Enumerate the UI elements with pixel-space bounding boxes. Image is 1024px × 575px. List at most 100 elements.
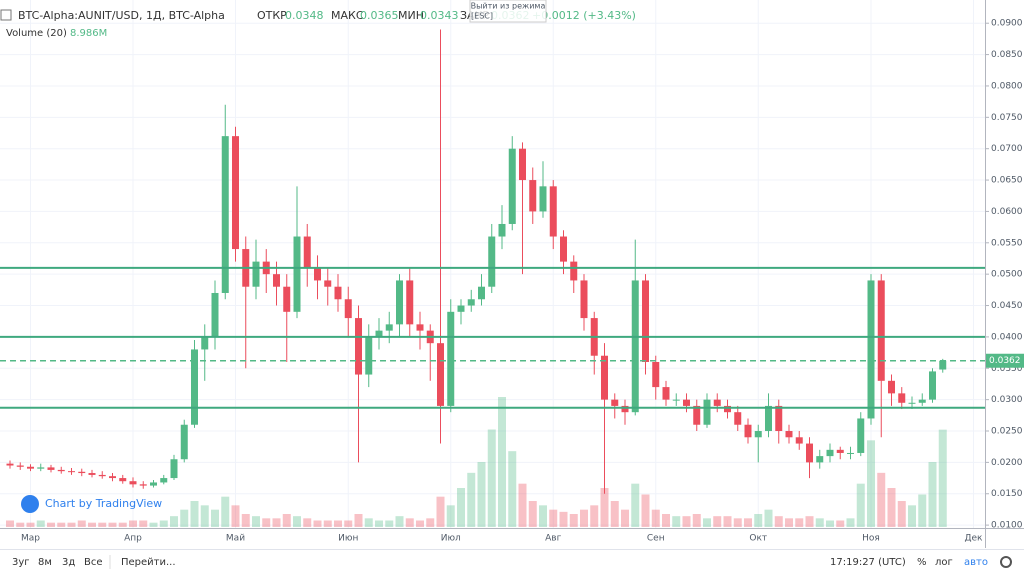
range-button[interactable]: Все bbox=[84, 557, 103, 568]
candle-body bbox=[170, 459, 178, 479]
tv-logo[interactable] bbox=[21, 495, 39, 513]
volume-bar bbox=[559, 511, 568, 527]
candle-body bbox=[232, 136, 239, 250]
auto-button[interactable]: авто bbox=[964, 557, 988, 568]
candle-body bbox=[334, 286, 342, 300]
y-tick-label: 0.0300 bbox=[991, 395, 1023, 405]
volume-bar bbox=[713, 516, 722, 527]
volume-bar bbox=[662, 514, 670, 527]
candle-body bbox=[314, 267, 321, 281]
volume-bar bbox=[221, 496, 230, 527]
candle-body bbox=[365, 336, 373, 375]
volume-bar bbox=[139, 520, 148, 527]
candle-body bbox=[129, 481, 137, 485]
last-price-box bbox=[986, 353, 1024, 368]
volume-bar bbox=[692, 514, 701, 527]
x-tick-label: Авг bbox=[545, 534, 561, 544]
candle-body bbox=[888, 380, 895, 394]
percent-button[interactable]: % bbox=[917, 557, 927, 568]
volume-bar bbox=[518, 483, 527, 527]
volume-bar bbox=[6, 520, 14, 527]
candle-body bbox=[191, 349, 198, 425]
volume-bar bbox=[528, 501, 537, 527]
y-tick-label: 0.0150 bbox=[991, 489, 1023, 499]
volume-bar bbox=[733, 518, 742, 527]
x-tick-label: Мар bbox=[21, 534, 40, 544]
volume-bar bbox=[785, 518, 793, 527]
volume-bar bbox=[754, 514, 763, 527]
volume-bar bbox=[477, 462, 486, 527]
volume-bar bbox=[200, 505, 209, 527]
volume-bar bbox=[252, 516, 260, 527]
volume-bar bbox=[908, 505, 916, 527]
tooltip bbox=[469, 0, 547, 23]
volume-bar bbox=[918, 494, 927, 527]
volume-bar bbox=[795, 518, 804, 527]
volume-bar bbox=[836, 520, 845, 527]
log-button[interactable]: лог bbox=[935, 557, 953, 568]
volume-bar bbox=[98, 522, 107, 527]
candle-body bbox=[519, 148, 526, 181]
settings-icon[interactable] bbox=[1000, 556, 1012, 568]
candle-body bbox=[939, 360, 947, 370]
volume-bar bbox=[723, 516, 732, 527]
volume-bar bbox=[590, 505, 599, 527]
y-tick-label: 0.0400 bbox=[991, 332, 1023, 342]
candle-body bbox=[406, 280, 414, 325]
volume-bar bbox=[877, 472, 886, 527]
volume-bar bbox=[856, 483, 865, 527]
volume-bar bbox=[928, 462, 937, 527]
volume-bar bbox=[241, 514, 250, 527]
volume-bar bbox=[57, 522, 66, 527]
candle-body bbox=[898, 393, 906, 403]
candle-body bbox=[47, 467, 55, 470]
volume-bar bbox=[436, 496, 445, 527]
candle-body bbox=[139, 484, 147, 486]
candle-body bbox=[816, 456, 824, 463]
candle-body bbox=[211, 292, 219, 337]
collapse-icon[interactable] bbox=[0, 9, 12, 21]
volume-bar bbox=[815, 518, 824, 527]
volume-bar bbox=[774, 516, 783, 527]
volume-bar bbox=[88, 522, 96, 527]
volume-bar bbox=[457, 488, 465, 527]
candle-body bbox=[252, 261, 260, 287]
volume-bar bbox=[610, 501, 619, 527]
volume-bar bbox=[293, 516, 301, 527]
volume-bar bbox=[467, 472, 476, 527]
candle-body bbox=[344, 299, 352, 319]
volume-bar bbox=[405, 518, 414, 527]
volume-bar bbox=[826, 520, 834, 527]
volume-bar bbox=[67, 522, 76, 527]
x-tick-label: Апр bbox=[124, 534, 142, 544]
volume-bar bbox=[682, 516, 691, 527]
candle-body bbox=[201, 336, 209, 350]
candle-body bbox=[601, 355, 608, 400]
candle-body bbox=[529, 180, 537, 212]
range-button[interactable]: 8м bbox=[38, 557, 52, 568]
x-tick-label: Май bbox=[226, 534, 245, 544]
y-tick-label: 0.0550 bbox=[991, 238, 1023, 248]
volume-bar bbox=[149, 522, 158, 527]
y-tick-label: 0.0600 bbox=[991, 207, 1023, 217]
range-button[interactable]: 3д bbox=[62, 557, 75, 568]
candle-body bbox=[765, 405, 772, 432]
volume-bar bbox=[600, 488, 609, 527]
candle-body bbox=[929, 371, 936, 400]
ohlc-value: 0.0348 bbox=[285, 9, 324, 22]
x-tick-label: Дек bbox=[964, 534, 983, 544]
watermark[interactable]: Chart by TradingView bbox=[45, 497, 162, 510]
volume-bar bbox=[651, 509, 660, 527]
range-button[interactable]: 3уг bbox=[12, 557, 30, 568]
candle-body bbox=[16, 465, 24, 467]
volume-bar bbox=[211, 509, 219, 527]
volume-bar bbox=[129, 520, 137, 527]
candle-body bbox=[488, 236, 496, 287]
ohlc-value: 0.0365 bbox=[360, 9, 399, 22]
volume-bar bbox=[446, 505, 455, 527]
volume-bar bbox=[77, 520, 86, 527]
volume-bar bbox=[282, 514, 291, 527]
volume-bar bbox=[703, 518, 711, 527]
goto-button[interactable]: Перейти... bbox=[121, 557, 176, 568]
volume-bar bbox=[36, 520, 45, 527]
